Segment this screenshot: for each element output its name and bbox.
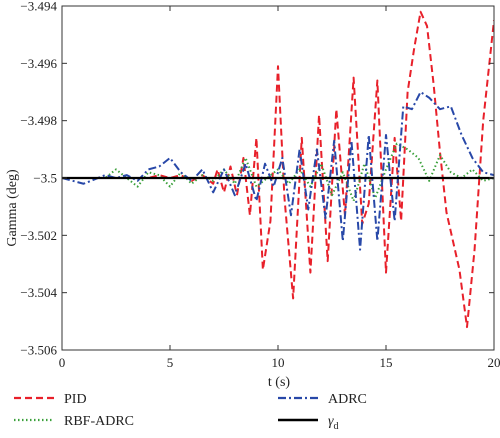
- legend-label: RBF-ADRC: [64, 414, 134, 429]
- legend-label: ADRC: [328, 392, 367, 407]
- y-tick-label: −3.494: [20, 0, 57, 14]
- y-tick-label: −3.496: [20, 56, 57, 71]
- y-tick-label: −3.5: [33, 171, 57, 186]
- x-tick-label: 10: [272, 355, 285, 370]
- x-tick-label: 20: [488, 355, 500, 370]
- y-tick-label: −3.506: [20, 343, 57, 358]
- x-tick-label: 15: [380, 355, 393, 370]
- x-tick-label: 0: [59, 355, 66, 370]
- axes: 0 5 10 15 20 −3.506 −3.504 −3.502 −3.5 −3.498 −3.4…: [20, 0, 500, 370]
- legend: PID RBF-ADRC ADRC γd: [14, 392, 367, 432]
- y-axis-label: Gamma (deg): [5, 169, 20, 247]
- plot-area: [62, 12, 494, 327]
- y-tick-label: −3.504: [20, 285, 57, 300]
- x-axis-label: t (s): [268, 375, 291, 390]
- x-tick-label: 5: [167, 355, 174, 370]
- y-tick-label: −3.502: [20, 228, 57, 243]
- series-line-3: [62, 92, 494, 250]
- y-tick-label: −3.498: [20, 113, 57, 128]
- legend-label: γd: [328, 414, 339, 432]
- legend-label: PID: [64, 392, 87, 407]
